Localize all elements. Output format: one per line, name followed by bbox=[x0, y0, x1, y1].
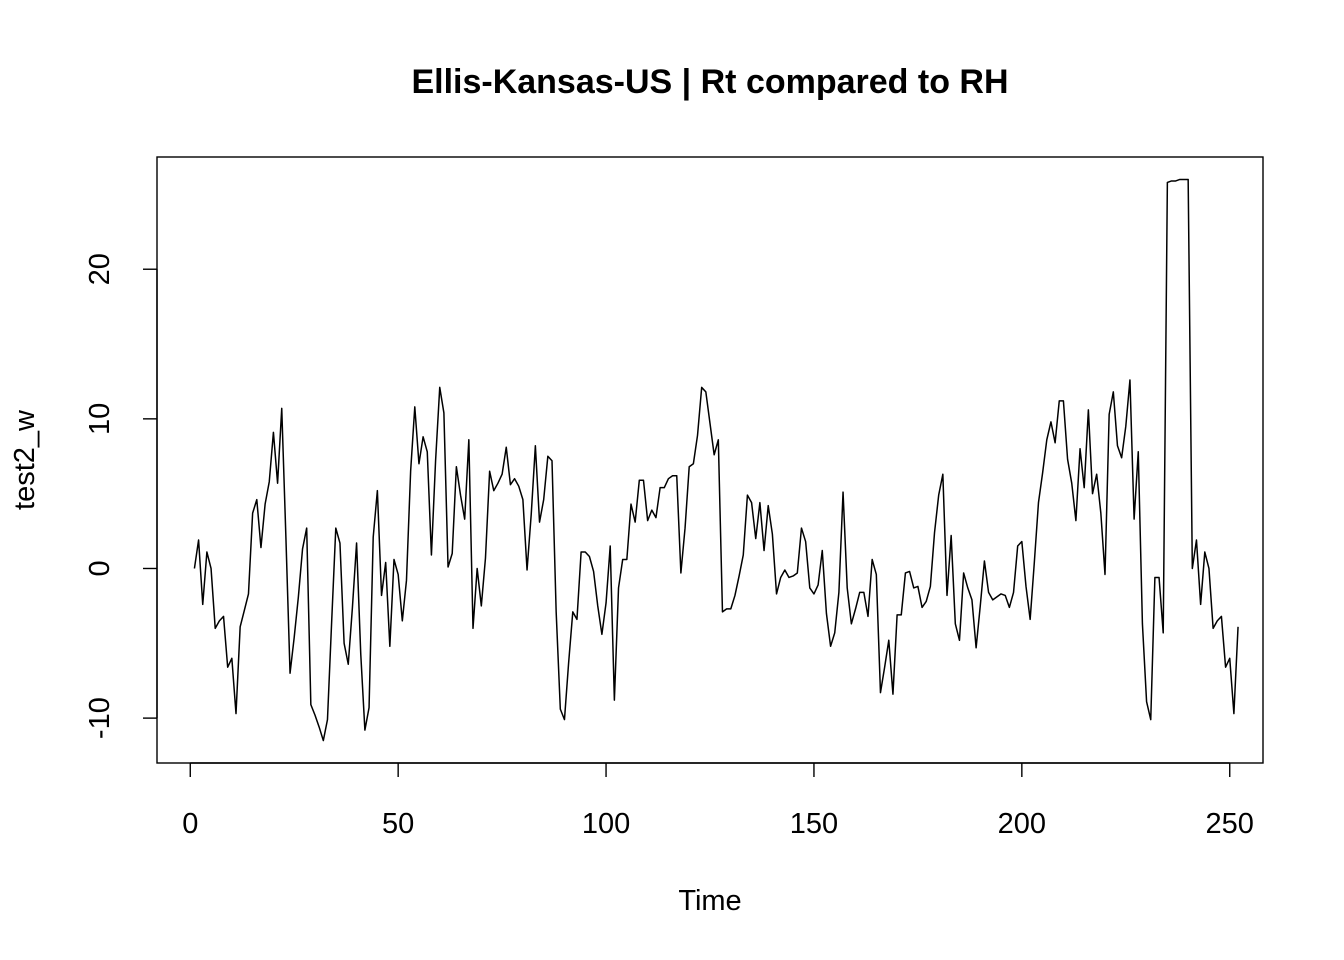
x-axis-title: Time bbox=[678, 885, 741, 917]
y-tick-label: -10 bbox=[84, 697, 116, 739]
chart-title: Ellis-Kansas-US | Rt compared to RH bbox=[411, 63, 1008, 101]
x-axis: 0 50 100 150 200 250 bbox=[182, 762, 1254, 840]
series-line bbox=[193, 178, 1239, 742]
x-tick-label: 100 bbox=[582, 808, 630, 840]
x-tick-label: 150 bbox=[790, 808, 838, 840]
y-axis: -10 0 10 20 bbox=[84, 253, 158, 739]
y-tick-label: 20 bbox=[84, 253, 116, 285]
y-tick-label: 10 bbox=[84, 403, 116, 435]
y-tick-label: 0 bbox=[84, 560, 116, 576]
x-tick-label: 200 bbox=[998, 808, 1046, 840]
x-tick-label: 250 bbox=[1206, 808, 1254, 840]
x-tick-label: 50 bbox=[382, 808, 414, 840]
plot-frame bbox=[156, 156, 1264, 764]
x-tick-label: 0 bbox=[182, 808, 198, 840]
y-axis-title: test2_w bbox=[9, 409, 41, 510]
